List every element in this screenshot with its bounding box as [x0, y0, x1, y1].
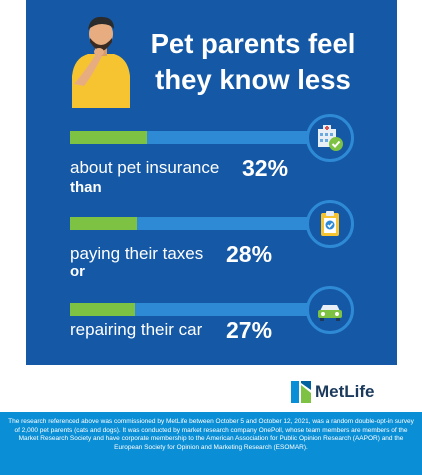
car-icon	[318, 305, 342, 321]
label-pet-insurance: about pet insurance	[70, 158, 220, 177]
value-taxes: 28%	[226, 241, 273, 267]
clipboard-check-icon	[321, 211, 339, 236]
bar-track-1	[70, 131, 310, 144]
bar-track-2	[70, 217, 310, 230]
hospital-icon	[318, 125, 343, 151]
title-line-2: they know less	[155, 64, 351, 95]
icon-circle-2	[306, 200, 354, 248]
label-taxes: paying their taxes	[70, 244, 204, 263]
value-car: 27%	[226, 317, 273, 343]
bar-fill-2	[70, 217, 138, 230]
label-car: repairing their car	[70, 320, 203, 339]
connector-than: than	[70, 179, 102, 196]
bar-fill-3	[70, 303, 135, 316]
value-pet-insurance: 32%	[242, 155, 289, 181]
thinking-person-icon	[72, 16, 130, 108]
bar-fill-1	[70, 131, 147, 144]
metlife-logo: MetLife	[291, 381, 421, 403]
footer-text: The research referenced above was commis…	[8, 418, 414, 451]
bar-track-3	[70, 303, 310, 316]
footer: The research referenced above was commis…	[0, 412, 422, 475]
brand-name: MetLife	[315, 382, 375, 401]
title-line-1: Pet parents feel	[150, 28, 356, 59]
connector-or: or	[70, 263, 85, 280]
metlife-logo-mark-icon	[291, 381, 311, 403]
icon-circle-3	[306, 286, 354, 334]
icon-circle-1	[306, 114, 354, 162]
